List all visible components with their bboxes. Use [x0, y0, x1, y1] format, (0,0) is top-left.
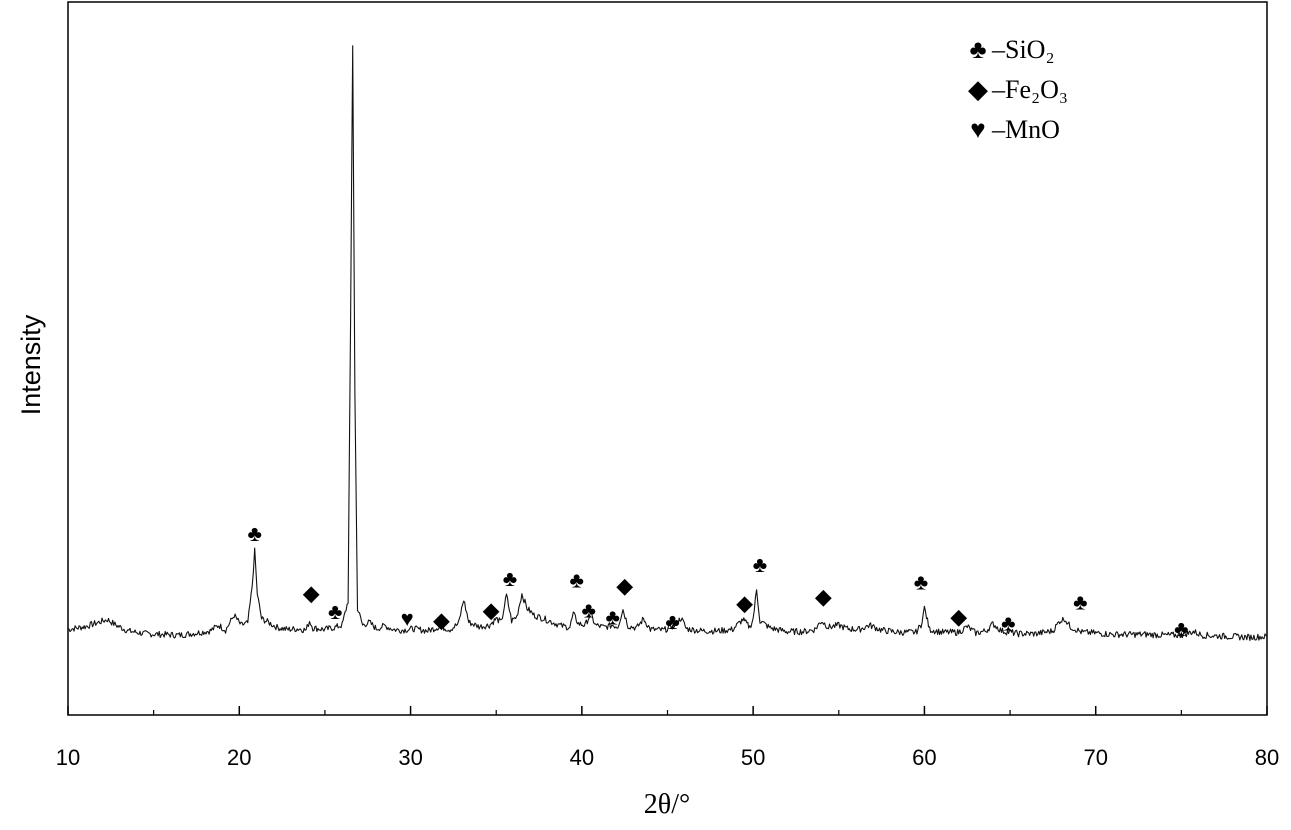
club-marker-icon: ♣ [328, 599, 342, 624]
diamond-marker-icon: ◆ [433, 607, 450, 632]
diamond-marker-icon: ◆ [616, 573, 633, 598]
x-tick-label: 10 [56, 745, 80, 770]
legend-label: –MnO [991, 115, 1060, 144]
heart-marker-icon: ♥ [401, 606, 414, 631]
diamond-marker-icon: ◆ [736, 590, 753, 615]
x-axis-ticks: 10 20 30 40 50 60 70 80 [56, 706, 1279, 770]
legend-heart-marker-icon: ♥ [970, 115, 985, 144]
x-tick-label: 50 [741, 745, 765, 770]
club-marker-icon: ♣ [665, 609, 679, 634]
legend-label: –Fe₂O₃ [991, 75, 1068, 104]
club-marker-icon: ♣ [1174, 616, 1188, 641]
club-marker-icon: ♣ [581, 597, 595, 622]
y-axis-label: Intensity [16, 314, 46, 415]
diamond-marker-icon: ◆ [483, 597, 500, 622]
x-tick-label: 60 [912, 745, 936, 770]
club-marker-icon: ♣ [569, 568, 583, 593]
peak-markers: ♣◆♣ ♥ ◆ ◆♣ ♣♣ ♣◆♣◆♣◆♣◆ ♣♣♣ [247, 521, 1188, 641]
x-axis-label: 2θ/° [644, 789, 690, 820]
x-tick-label: 20 [227, 745, 251, 770]
legend-label: –SiO₂ [991, 35, 1055, 64]
club-marker-icon: ♣ [914, 570, 928, 595]
x-tick-label: 30 [398, 745, 422, 770]
diamond-marker-icon: ◆ [950, 604, 967, 629]
xrd-pattern-line [67, 45, 1268, 642]
club-marker-icon: ♣ [1001, 610, 1015, 635]
x-tick-label: 80 [1255, 745, 1279, 770]
diamond-marker-icon: ◆ [303, 580, 320, 605]
legend-club-marker-icon: ♣ [969, 35, 986, 64]
series-layer [67, 45, 1268, 642]
x-tick-label: 70 [1083, 745, 1107, 770]
legend: ♣ –SiO₂◆ –Fe₂O₃♥ –MnO [968, 35, 1068, 144]
club-marker-icon: ♣ [503, 566, 517, 591]
club-marker-icon: ♣ [753, 552, 767, 577]
club-marker-icon: ♣ [1073, 590, 1087, 615]
x-tick-label: 40 [570, 745, 594, 770]
club-marker-icon: ♣ [605, 605, 619, 630]
legend-diamond-marker-icon: ◆ [968, 75, 988, 104]
diamond-marker-icon: ◆ [815, 584, 832, 609]
club-marker-icon: ♣ [247, 521, 261, 546]
